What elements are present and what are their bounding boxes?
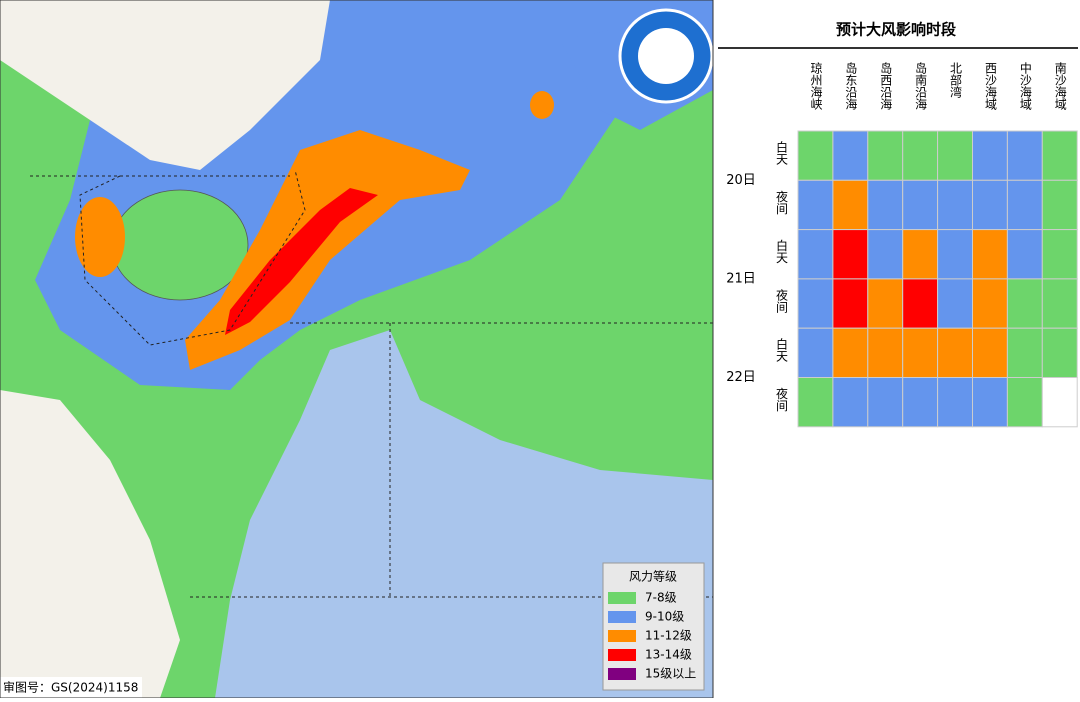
table-title: 预计大风影响时段 [836, 21, 956, 39]
column-header: 岛东沿海 [844, 61, 858, 110]
cell [1041, 130, 1078, 181]
column-header: 中沙海域 [1018, 61, 1032, 110]
cell [937, 278, 973, 329]
date-label: 22日 [726, 370, 756, 385]
cell [902, 130, 939, 181]
column-header: 北部湾 [949, 62, 963, 99]
cell [972, 130, 1008, 181]
cell [832, 327, 869, 379]
column-header: 南沙海域 [1053, 61, 1067, 110]
land [0, 390, 180, 698]
cell [1006, 377, 1043, 428]
cell [832, 278, 869, 329]
cell [832, 377, 869, 428]
cell [797, 327, 834, 379]
legend-swatch [608, 630, 636, 642]
cell [937, 130, 973, 181]
approval: 审图号：GS(2024)1158 [3, 680, 138, 695]
cell [1041, 327, 1078, 379]
legend-title: 风力等级 [629, 570, 677, 584]
cell [937, 377, 973, 428]
cell [902, 377, 939, 428]
column-header: 岛南沿海 [914, 61, 928, 110]
legend-swatch [608, 611, 636, 623]
period-label: 白天 [775, 140, 789, 165]
cell [1006, 278, 1043, 329]
cell [1006, 130, 1043, 181]
legend-swatch [608, 592, 636, 604]
period-label: 白天 [775, 238, 789, 263]
cell [902, 278, 939, 329]
legend-items: 7-8级 9-10级 11-12级 13-14级 15级以上 [608, 591, 696, 681]
zone-orange [75, 197, 125, 277]
cell [867, 130, 904, 181]
legend-label: 11-12级 [645, 629, 692, 643]
cell [972, 278, 1008, 329]
cell [937, 179, 973, 231]
table: 琼州海峡 岛东沿海 岛西沿海 岛南沿海 北部湾 西沙海域 中沙海域 南沙海域20日白天夜间21… [726, 61, 1078, 428]
island [111, 189, 249, 301]
cell [797, 179, 834, 231]
cell [867, 179, 904, 231]
cell [867, 377, 904, 428]
cell [972, 179, 1008, 231]
cell [1006, 229, 1043, 280]
cell [1041, 229, 1078, 280]
legend-label: 9-10级 [645, 610, 684, 624]
cell [832, 229, 869, 280]
boundaries [30, 169, 713, 598]
cell [867, 327, 904, 379]
cell [832, 130, 869, 181]
cell [1006, 179, 1043, 231]
column-header: 琼州海峡 [809, 61, 823, 110]
cell [937, 229, 973, 280]
cell [797, 130, 834, 181]
period-label: 夜间 [775, 287, 789, 312]
cell [867, 229, 904, 280]
cell [1006, 327, 1043, 379]
period-label: 夜间 [775, 189, 789, 214]
cell [832, 179, 869, 231]
cell [1041, 377, 1078, 428]
cell [902, 229, 939, 280]
date-label: 21日 [726, 271, 756, 286]
cell [902, 327, 939, 379]
cell [867, 278, 904, 329]
legend-label: 7-8级 [645, 591, 677, 605]
legend-label: 15级以上 [645, 667, 696, 681]
cell [797, 377, 834, 428]
legend-swatch [608, 649, 636, 661]
column-header: 岛西沿海 [879, 61, 893, 110]
cell [1041, 278, 1078, 329]
legend-label: 13-14级 [645, 648, 692, 662]
date-label: 20日 [726, 173, 756, 188]
cell [902, 179, 939, 231]
cell [972, 229, 1008, 280]
period-label: 白天 [775, 337, 789, 362]
cell [972, 377, 1008, 428]
cell [972, 327, 1008, 379]
map: 审图号：GS(2024)1158 风力等级 7-8级 9-10级 11-12级 13-… [0, 0, 714, 699]
column-header: 西沙海域 [983, 62, 997, 110]
cell [1041, 179, 1078, 231]
land [0, 0, 330, 170]
period-label: 夜间 [775, 386, 789, 411]
cell [797, 229, 834, 280]
zone-orange [530, 91, 554, 119]
cell [797, 278, 834, 329]
zone-red [225, 188, 378, 335]
cell [937, 327, 973, 379]
legend-swatch [608, 668, 636, 680]
approval-bg [0, 677, 142, 698]
logo [638, 28, 694, 84]
